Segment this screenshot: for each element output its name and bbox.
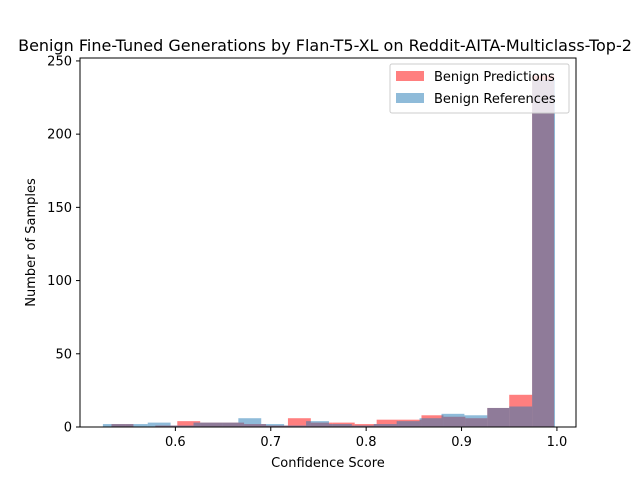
legend-swatch-0 [396,71,424,81]
bar-series-0-bin-8 [287,418,311,427]
bar-series-1-bin-2 [147,422,171,427]
y-tick-label: 100 [47,274,72,289]
x-tick-label: 0.8 [356,435,377,450]
bar-series-1-bin-9 [306,421,329,427]
bar-series-1-bin-18 [509,406,533,427]
bar-series-1-bin-8 [284,425,307,427]
bar-series-1-bin-16 [464,415,488,427]
bar-series-1-bin-1 [125,424,148,427]
x-tick-label: 0.7 [260,435,281,450]
legend-swatch-1 [396,93,424,103]
plot-frame [79,57,577,428]
y-axis: 0 50 100 150 200 250 [47,54,80,436]
bar-series-1-bin-10 [328,424,352,427]
x-tick-label: 0.9 [451,435,472,450]
x-tick-label: 1.0 [547,435,568,450]
y-tick-label: 250 [47,54,72,69]
bar-series-0-bin-12 [376,419,399,427]
bar-series-1-bin-6 [238,418,262,427]
bar-series-1-bin-3 [170,425,194,427]
legend-frame [389,63,570,114]
chart-title: Benign Fine-Tuned Generations by Flan-T5… [18,36,632,55]
y-tick-label: 200 [47,128,72,143]
bar-series-0-bin-3 [177,421,201,427]
bars-layer [102,75,556,428]
y-tick-label: 150 [47,201,72,216]
legend-label-1: Benign References [434,92,556,107]
bar-series-1-bin-5 [216,422,239,427]
legend-label-0: Benign Predictions [434,70,555,85]
bar-series-1-bin-0 [102,424,126,427]
bar-series-1-bin-17 [487,407,510,427]
bar-series-1-bin-12 [373,424,397,427]
x-axis-label: Confidence Score [271,456,385,471]
bar-series-1-bin-19 [532,79,556,427]
y-axis-label: Number of Samples [24,178,39,307]
y-tick-label: 0 [64,421,72,436]
bar-series-1-bin-15 [441,413,465,427]
bar-series-1-bin-11 [351,425,374,427]
x-axis: 0.6 0.7 0.8 0.9 1.0 [165,427,567,450]
bar-series-1-bin-7 [261,424,285,427]
bar-series-1-bin-4 [193,422,217,427]
x-tick-label: 0.6 [165,435,186,450]
y-tick-label: 50 [55,347,72,362]
bar-series-1-bin-14 [419,418,442,427]
bar-series-1-bin-13 [396,421,420,427]
legend: Benign Predictions Benign References [389,63,570,114]
